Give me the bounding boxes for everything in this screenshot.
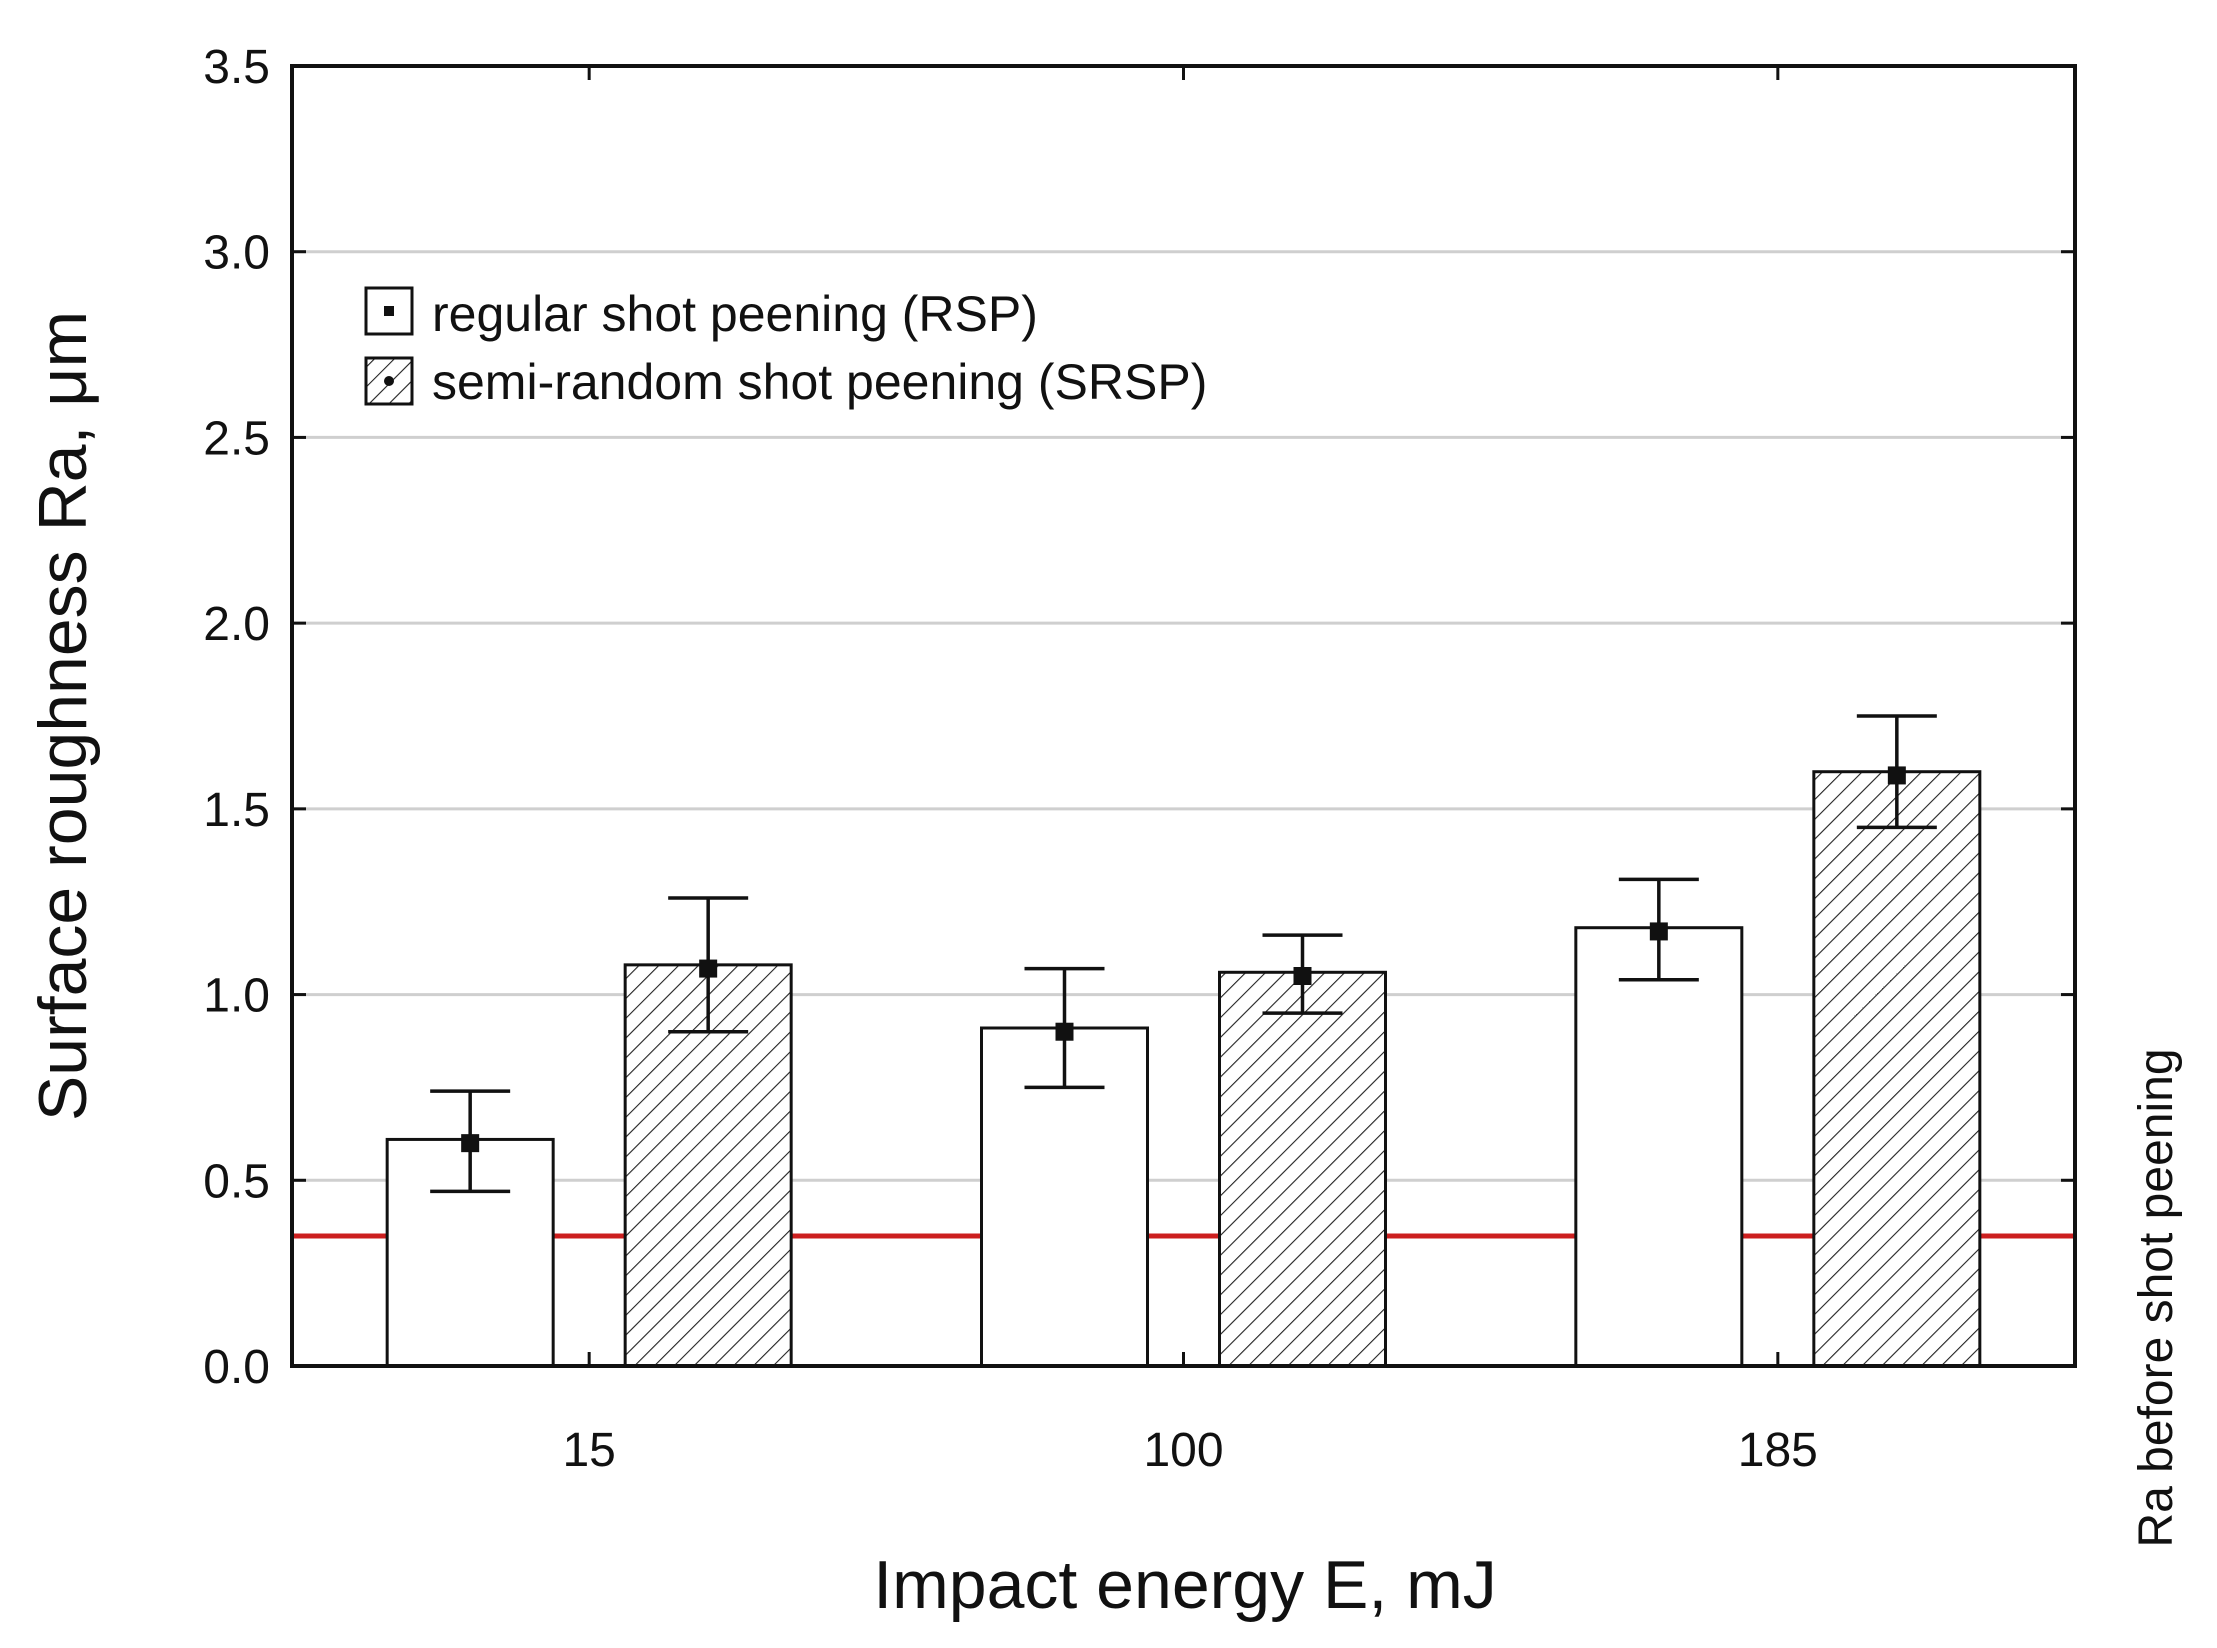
legend-marker-srsp bbox=[384, 376, 394, 386]
x-tick-label-1: 100 bbox=[1143, 1424, 1223, 1477]
bars-group bbox=[385, 770, 1982, 1368]
grid-lines bbox=[292, 250, 2075, 1182]
legend-label-rsp: regular shot peening (RSP) bbox=[432, 286, 1038, 342]
x-tick-label-0: 15 bbox=[562, 1424, 615, 1477]
mean-marker-s0-c1 bbox=[1055, 1022, 1074, 1041]
y-axis-ticks: 0.0 0.5 1.0 1.5 2.0 2.5 3.0 3.5 bbox=[203, 41, 2075, 1394]
legend-item-srsp: semi-random shot peening (SRSP) bbox=[364, 354, 1207, 410]
x-axis-ticks: 15 100 185 bbox=[562, 66, 1818, 1477]
y-tick-label-6: 3.0 bbox=[203, 227, 270, 280]
mean-marker-s1-c2 bbox=[1887, 766, 1906, 785]
y-tick-label-1: 0.5 bbox=[203, 1155, 270, 1208]
mean-marker-s1-c0 bbox=[699, 959, 718, 978]
legend: regular shot peening (RSP) semi-random s… bbox=[364, 286, 1207, 410]
bar-s0-c2 bbox=[1574, 926, 1744, 1368]
error-bars-group bbox=[430, 714, 1937, 1194]
y-tick-label-5: 2.5 bbox=[203, 412, 270, 465]
mean-marker-s0-c0 bbox=[461, 1134, 480, 1153]
legend-label-srsp: semi-random shot peening (SRSP) bbox=[432, 354, 1207, 410]
y-tick-label-0: 0.0 bbox=[203, 1341, 270, 1394]
x-axis-title: Impact energy E, mJ bbox=[873, 1547, 1497, 1623]
y-tick-label-4: 2.0 bbox=[203, 598, 270, 651]
legend-item-rsp: regular shot peening (RSP) bbox=[364, 286, 1038, 342]
mean-marker-s0-c2 bbox=[1649, 922, 1668, 941]
y-tick-label-7: 3.5 bbox=[203, 41, 270, 94]
reference-line-label: Ra before shot peening bbox=[2130, 1048, 2183, 1547]
bar-s1-c1 bbox=[1218, 970, 1387, 1368]
x-tick-label-2: 185 bbox=[1738, 1424, 1818, 1477]
mean-marker-s1-c1 bbox=[1293, 967, 1312, 985]
y-axis-title: Surface roughness Ra, μm bbox=[25, 311, 101, 1121]
bar-s1-c2 bbox=[1812, 770, 1982, 1368]
y-tick-label-3: 1.5 bbox=[203, 784, 270, 837]
plot-area-frame bbox=[290, 64, 2077, 1368]
y-tick-label-2: 1.0 bbox=[203, 970, 270, 1023]
legend-marker-rsp bbox=[384, 306, 394, 316]
